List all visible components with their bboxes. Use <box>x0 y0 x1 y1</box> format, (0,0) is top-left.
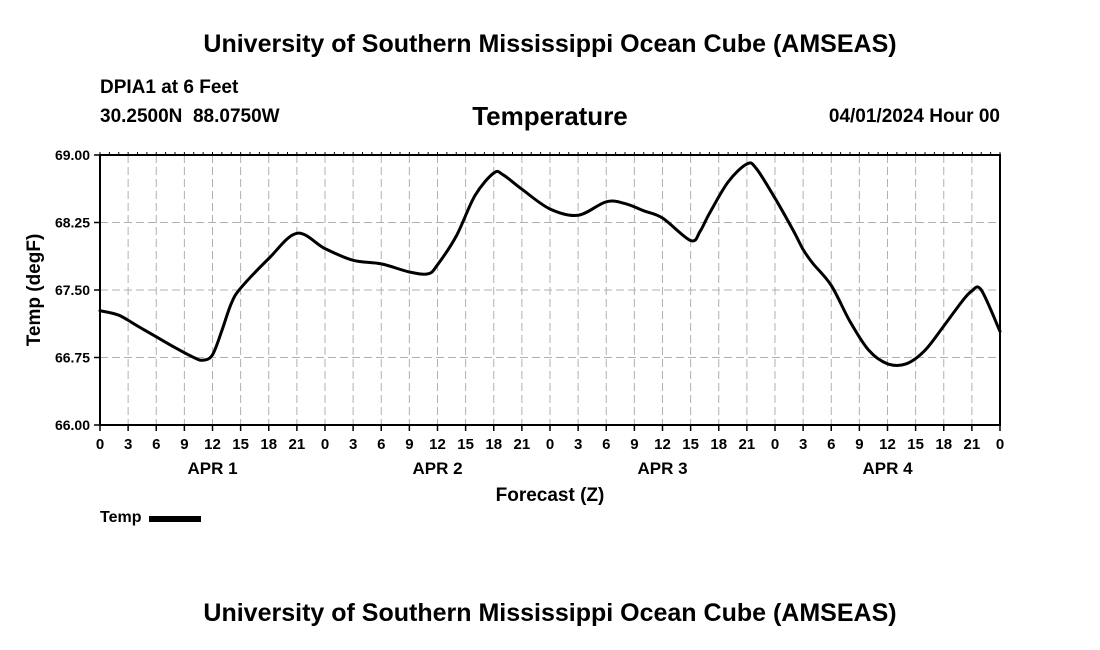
day-label: APR 1 <box>187 459 237 478</box>
x-tick-label: 15 <box>457 436 474 453</box>
x-tick-label: 15 <box>907 436 924 453</box>
x-tick-label: 21 <box>514 436 531 453</box>
day-label: APR 4 <box>862 459 913 478</box>
page-title: University of Southern Mississippi Ocean… <box>203 30 897 58</box>
axis-ticks <box>94 152 1001 431</box>
x-tick-label: 3 <box>574 436 582 453</box>
forecast-date: 04/01/2024 Hour 00 <box>828 106 1000 127</box>
day-label: APR 3 <box>637 459 687 478</box>
y-tick-label: 68.25 <box>55 215 90 231</box>
x-tick-label: 0 <box>321 436 329 453</box>
longitude: 88.0750W <box>192 106 280 127</box>
x-tick-label: 3 <box>349 436 357 453</box>
x-tick-label: 12 <box>204 436 221 453</box>
latitude: 30.2500N <box>100 106 183 127</box>
x-tick-label: 9 <box>180 436 188 453</box>
x-tick-label: 6 <box>377 436 385 453</box>
station-coordinates: 30.2500N 88.0750W <box>100 106 280 128</box>
x-tick-label: 6 <box>827 436 835 453</box>
x-tick-label: 21 <box>739 436 756 453</box>
station-name: DPIA1 at 6 Feet <box>100 77 239 98</box>
x-tick-label: 0 <box>96 436 104 453</box>
x-tick-label: 12 <box>654 436 671 453</box>
x-tick-label: 3 <box>124 436 132 453</box>
x-tick-label: 21 <box>964 436 981 453</box>
y-axis-title: Temp (degF) <box>24 234 45 347</box>
x-tick-label: 15 <box>682 436 699 453</box>
grid <box>100 155 1000 425</box>
legend-label: Temp <box>100 509 142 526</box>
y-tick-label: 67.50 <box>55 282 90 298</box>
x-tick-label: 12 <box>879 436 896 453</box>
y-tick-label: 66.75 <box>55 350 90 366</box>
chart-title: Temperature <box>472 101 628 131</box>
x-tick-label: 6 <box>152 436 160 453</box>
day-label: APR 2 <box>412 459 462 478</box>
x-tick-label: 0 <box>771 436 779 453</box>
y-tick-label: 69.00 <box>55 147 90 163</box>
x-tick-label: 15 <box>232 436 249 453</box>
x-tick-label: 9 <box>855 436 863 453</box>
y-tick-label: 66.00 <box>55 417 90 433</box>
axis-labels: 0 3 6 9 12 15 18 21 0 3 6 9 12 15 18 21 0 3 6 9 12 15 18 21 0 3 6 9… <box>55 147 1004 478</box>
x-tick-label: 18 <box>710 436 727 453</box>
x-tick-label: 18 <box>935 436 952 453</box>
x-tick-label: 0 <box>996 436 1004 453</box>
footer-title: University of Southern Mississippi Ocean… <box>203 599 897 627</box>
x-tick-label: 6 <box>602 436 610 453</box>
x-tick-label: 18 <box>485 436 502 453</box>
x-tick-label: 3 <box>799 436 807 453</box>
x-axis-title: Forecast (Z) <box>496 485 605 506</box>
x-tick-label: 21 <box>289 436 306 453</box>
temp-series-line <box>98 161 1002 367</box>
x-tick-label: 0 <box>546 436 554 453</box>
legend-swatch <box>149 516 202 522</box>
x-tick-label: 9 <box>630 436 638 453</box>
x-tick-label: 12 <box>429 436 446 453</box>
x-tick-label: 9 <box>405 436 413 453</box>
legend: Temp <box>100 509 202 527</box>
x-tick-label: 18 <box>260 436 277 453</box>
